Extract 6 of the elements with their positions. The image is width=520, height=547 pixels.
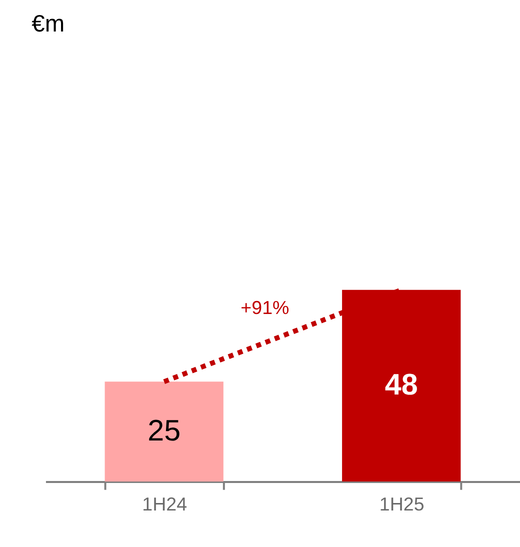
chart-title: €m: [32, 12, 65, 38]
x-tick-label: 1H25: [379, 494, 424, 515]
data-label: 25: [148, 414, 181, 448]
data-label: 48: [384, 368, 418, 402]
x-tick-label: 1H24: [142, 494, 188, 515]
annotation: +91%: [240, 296, 290, 318]
